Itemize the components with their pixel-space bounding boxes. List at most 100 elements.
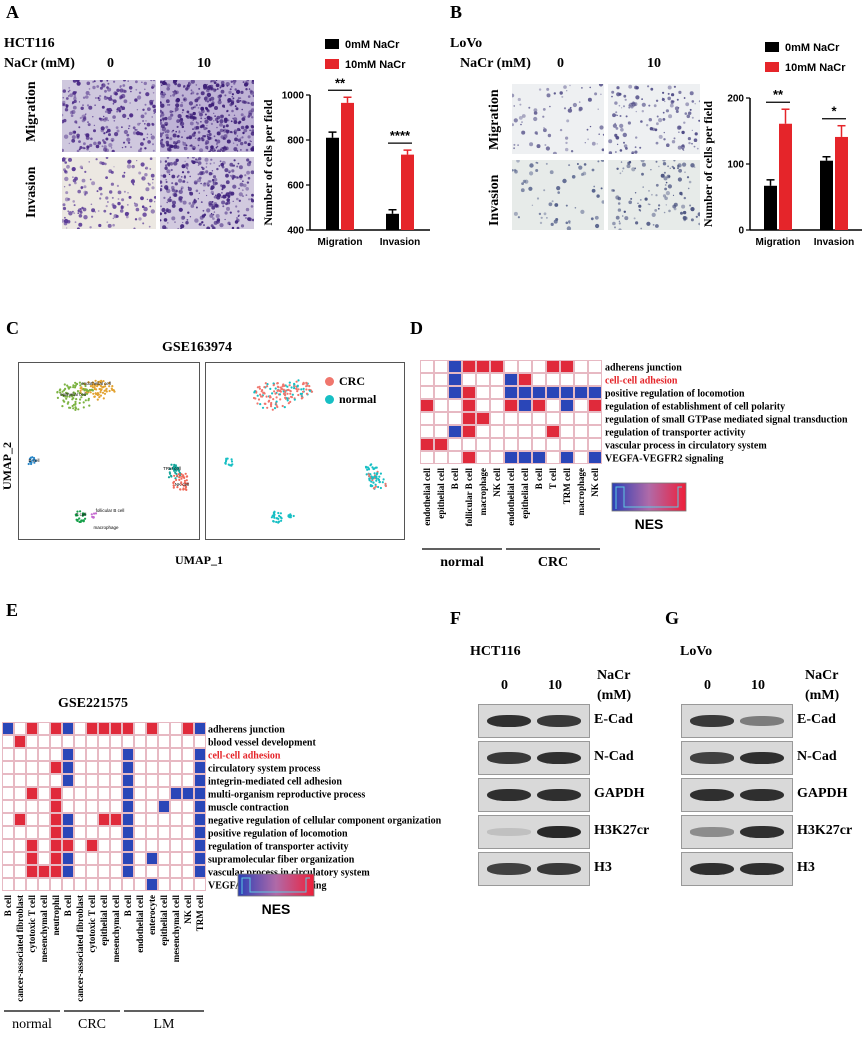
cell-dot (623, 210, 626, 213)
cell-dot (80, 106, 84, 110)
umap-point (371, 477, 374, 480)
cell-dot (171, 188, 175, 192)
heatmap-cell (50, 852, 62, 865)
cell-dot (205, 166, 208, 168)
heatmap-cell (98, 852, 110, 865)
cell-dot (114, 92, 118, 96)
cell-dot (182, 109, 185, 112)
cell-dot (219, 223, 224, 228)
cell-dot (207, 96, 209, 99)
cell-dot (213, 220, 218, 225)
cell-dot (600, 160, 604, 162)
heatmap-cell (110, 878, 122, 891)
umap-point (262, 391, 265, 394)
heatmap-cell (158, 800, 170, 813)
cell-dot (243, 100, 247, 104)
cell-dot (674, 106, 679, 111)
blot-band-label: N-Cad (797, 749, 837, 764)
cell-dot (108, 143, 113, 148)
umap-point (290, 386, 293, 389)
legend-label: 10mM NaCr (345, 59, 406, 71)
cell-dot (542, 108, 546, 111)
heatmap-cell (74, 722, 86, 735)
row-label-invasion: Invasion (24, 166, 39, 218)
cell-dot (134, 218, 138, 221)
cell-dot (200, 121, 202, 123)
umap-point (375, 466, 378, 469)
cell-dot (111, 139, 114, 142)
umap-point (370, 475, 373, 478)
umap-point (89, 385, 92, 388)
heatmap-cell (98, 865, 110, 878)
cell-dot (164, 93, 167, 96)
micrograph-invasion-0 (62, 157, 156, 229)
cell-dot (240, 125, 245, 130)
heatmap-cell (560, 438, 574, 451)
umap-point (180, 483, 183, 486)
pathway-label: adherens junction (208, 725, 285, 736)
cell-dot (79, 116, 82, 120)
cell-dot (682, 216, 687, 220)
cell-dot (82, 96, 86, 99)
heatmap-cell (134, 813, 146, 826)
cell-dot (146, 198, 149, 201)
heatmap-cell (462, 386, 476, 399)
cell-dot (691, 100, 695, 103)
pathway-label: negative regulation of cellular componen… (208, 816, 442, 827)
cell-dot (189, 216, 192, 218)
cell-dot (247, 95, 251, 98)
group-label: normal (12, 1017, 52, 1032)
bar (820, 160, 833, 230)
heatmap-cell (110, 839, 122, 852)
cell-dot (601, 200, 604, 204)
umap-point (87, 381, 90, 384)
cell-dot (188, 101, 193, 106)
heatmap-cell (38, 800, 50, 813)
heatmap-cell (26, 800, 38, 813)
cell-dot (587, 138, 589, 141)
cell-dot (173, 142, 175, 145)
cell-dot (204, 117, 206, 120)
heatmap-cell (194, 800, 206, 813)
heatmap-cell (38, 761, 50, 774)
nes-legend-title: NES (635, 516, 664, 532)
cell-dot (113, 120, 116, 122)
heatmap-cell (532, 438, 546, 451)
umap-point (186, 482, 189, 485)
cell-dot (677, 145, 682, 150)
cell-dot (664, 100, 666, 103)
heatmap-cell (26, 735, 38, 748)
umap-point (372, 467, 375, 471)
umap-point (93, 384, 97, 387)
cell-dot (648, 118, 652, 122)
heatmap-cell (26, 774, 38, 787)
umap-point (373, 472, 376, 475)
column-label: endothelial cell (422, 468, 432, 526)
cell-dot (144, 127, 147, 130)
cell-dot (198, 222, 202, 226)
cell-dot (200, 182, 202, 185)
y-tick-label: 200 (727, 94, 744, 105)
heatmap-cell (560, 412, 574, 425)
cell-dot (521, 114, 526, 118)
heatmap-cell (588, 425, 602, 438)
heatmap-cell (98, 826, 110, 839)
cell-dot (164, 166, 168, 170)
heatmap-cell (122, 735, 134, 748)
cell-dot (82, 146, 85, 150)
heatmap-cell (14, 761, 26, 774)
cell-dot (99, 86, 103, 90)
cell-dot (578, 106, 583, 111)
cell-dot (187, 170, 190, 174)
significance-label: **** (390, 128, 411, 143)
cell-dot (208, 203, 213, 207)
cell-dot (102, 117, 107, 122)
umap-point (286, 399, 289, 402)
cell-dot (235, 176, 238, 179)
umap-point (260, 395, 263, 398)
cell-dot (130, 90, 132, 93)
heatmap-cell (546, 438, 560, 451)
cell-dot (533, 116, 538, 122)
cell-dot (246, 80, 250, 82)
umap-point (291, 393, 294, 396)
